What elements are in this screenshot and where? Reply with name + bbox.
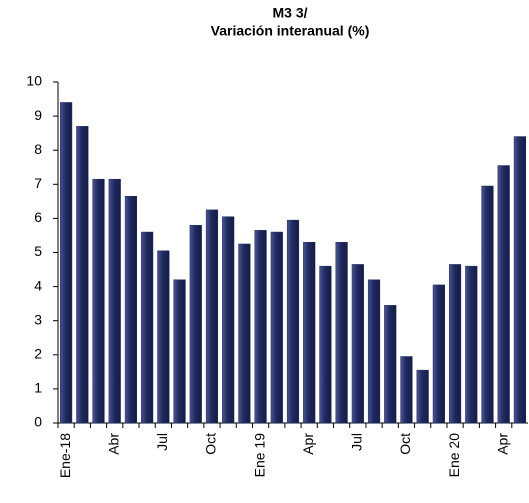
y-tick-label: 8 <box>34 141 42 157</box>
x-tick-label: Ene-18 <box>57 433 73 478</box>
y-tick-label: 2 <box>34 346 42 362</box>
bar <box>238 243 251 424</box>
x-tick-label: Oct <box>397 433 413 455</box>
bar <box>319 265 332 424</box>
bar <box>141 231 154 424</box>
x-tick-label: Ene 19 <box>251 433 267 478</box>
bar <box>189 224 202 424</box>
x-tick-label: Apr <box>300 433 316 455</box>
x-tick-label: Ene 20 <box>446 433 462 478</box>
x-tick-label: Oct <box>203 433 219 455</box>
y-tick-label: 1 <box>34 380 42 396</box>
chart-title: M3 3/ <box>272 5 307 21</box>
bar <box>351 264 364 424</box>
bar <box>384 305 397 424</box>
bar <box>108 178 121 424</box>
y-tick-label: 4 <box>34 277 42 293</box>
bar <box>303 242 316 424</box>
bar <box>92 178 105 424</box>
bar <box>335 242 348 424</box>
y-tick-label: 7 <box>34 175 42 191</box>
y-tick-label: 10 <box>26 73 42 89</box>
bar <box>513 136 526 424</box>
bar <box>432 284 445 424</box>
bar <box>465 265 478 424</box>
bar <box>205 209 219 424</box>
y-tick-label: 6 <box>34 209 42 225</box>
bar <box>124 195 138 424</box>
bar <box>254 230 267 424</box>
bar <box>60 102 73 424</box>
bar <box>270 231 283 424</box>
bar <box>448 264 462 424</box>
y-tick-label: 5 <box>34 243 42 259</box>
y-tick-label: 0 <box>34 414 42 430</box>
x-tick-label: Apr <box>494 433 510 455</box>
bar <box>222 216 235 424</box>
x-tick-label: Jul <box>154 433 170 451</box>
x-tick-label: Abr <box>105 433 121 455</box>
bar <box>400 356 413 424</box>
bar <box>157 250 170 424</box>
bar <box>173 279 186 424</box>
y-tick-label: 3 <box>34 311 42 327</box>
x-tick-label: Jul <box>349 433 365 451</box>
bar <box>497 165 510 424</box>
bar <box>481 185 494 424</box>
bar <box>416 369 429 424</box>
bar <box>76 126 89 424</box>
bar <box>367 279 381 424</box>
chart-subtitle: Variación interanual (%) <box>211 23 370 39</box>
bar <box>286 219 300 424</box>
y-tick-label: 9 <box>34 107 42 123</box>
